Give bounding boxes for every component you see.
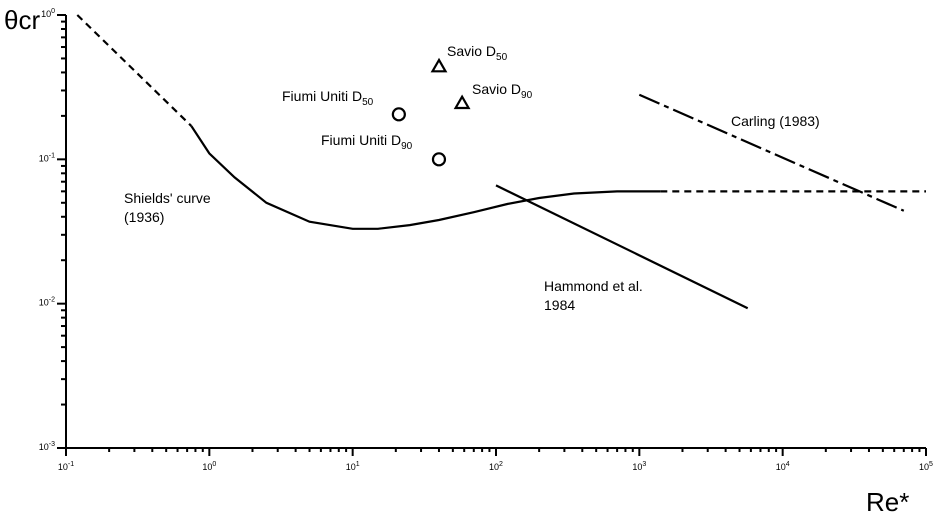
savio-d90-marker (453, 94, 471, 110)
axis-ticks (57, 14, 927, 456)
y-axis-title: θcr (4, 5, 40, 35)
label-shields-line1: Shields' curve (124, 190, 211, 206)
label-hammond-line1: Hammond et al. (544, 278, 643, 294)
label-carling: Carling (1983) (731, 113, 820, 129)
fiumi-d50-marker (391, 107, 406, 122)
y-tick-label: 10-3 (39, 441, 55, 452)
curves (76, 14, 926, 310)
y-tick-label: 10-1 (39, 152, 55, 163)
label-hammond-line2: 1984 (544, 297, 575, 313)
x-tick-label: 102 (489, 461, 503, 472)
label-shields-line2: (1936) (124, 209, 164, 225)
hammond-1984-line (495, 184, 749, 310)
x-tick-label: 10-1 (58, 461, 74, 472)
label-fiumi-d50: Fiumi Uniti D50 (282, 88, 374, 108)
x-tick-label: 100 (202, 461, 216, 472)
axis-tick-labels: 10-1 100 101 102 103 104 105 10-3 10-2 10-1 100 (39, 8, 933, 472)
y-tick-label: 100 (41, 8, 55, 19)
label-fiumi-d90: Fiumi Uniti D90 (321, 132, 413, 152)
y-tick-label: 10-2 (39, 297, 55, 308)
x-axis-title: Re* (866, 487, 909, 517)
savio-d50-marker (430, 57, 448, 73)
label-savio-d90: Savio D90 (472, 81, 533, 101)
label-savio-d50: Savio D50 (447, 43, 508, 63)
shields-solid-line (190, 125, 661, 230)
x-tick-label: 103 (632, 461, 646, 472)
x-tick-label: 105 (919, 461, 933, 472)
shields-dashed-left-line (76, 14, 193, 127)
x-tick-label: 104 (776, 461, 790, 472)
x-tick-label: 101 (346, 461, 360, 472)
fiumi-d90-marker (431, 152, 447, 167)
carling-1983-line (638, 93, 905, 212)
data-markers (391, 57, 471, 167)
